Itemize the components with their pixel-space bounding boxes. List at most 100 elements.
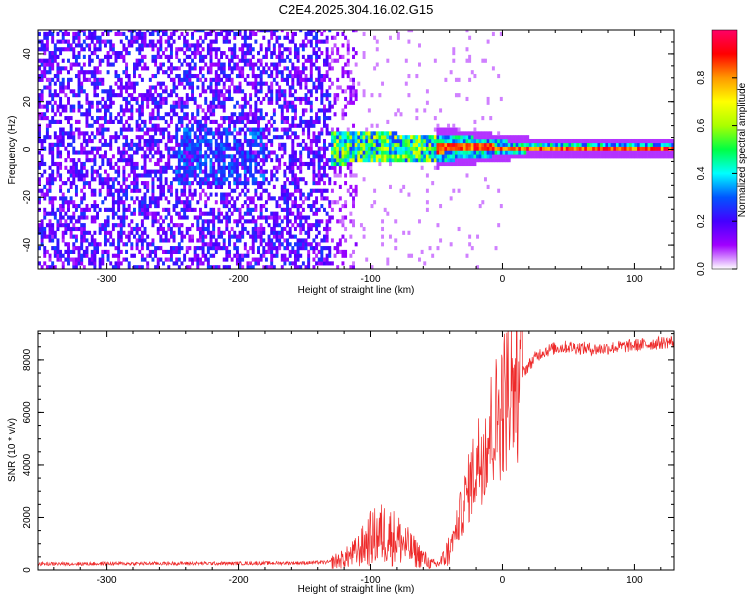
heatmap-cell xyxy=(325,219,329,224)
heatmap-cell xyxy=(154,123,158,128)
heatmap-cell xyxy=(552,142,556,147)
heatmap-cell xyxy=(53,246,57,251)
heatmap-cell xyxy=(117,253,121,258)
heatmap-cell xyxy=(177,73,181,79)
heatmap-cell xyxy=(259,43,263,48)
heatmap-cell xyxy=(191,96,194,102)
heatmap-cell xyxy=(241,89,245,94)
heatmap-cell xyxy=(225,77,229,82)
heatmap-cell xyxy=(196,73,200,79)
heatmap-cell xyxy=(386,257,390,262)
heatmap-cell xyxy=(325,73,329,79)
heatmap-cell xyxy=(217,77,221,82)
heatmap-cell xyxy=(188,173,192,178)
heatmap-cell xyxy=(146,253,150,258)
heatmap-cell xyxy=(45,85,49,90)
heatmap-cell xyxy=(85,119,89,124)
heatmap-cell xyxy=(235,177,239,182)
heatmap-cell xyxy=(220,165,224,170)
heatmap-cell xyxy=(64,226,68,232)
heatmap-cell xyxy=(330,200,334,205)
heatmap-cell xyxy=(336,77,340,82)
heatmap-cell xyxy=(162,184,165,189)
heatmap-cell xyxy=(309,138,313,144)
heatmap-cell xyxy=(154,211,158,216)
heatmap-cell xyxy=(283,261,287,266)
heatmap-cell xyxy=(156,230,160,235)
heatmap-cell xyxy=(267,127,271,132)
heatmap-cell xyxy=(225,265,229,269)
heatmap-cell xyxy=(143,207,147,212)
heatmap-cell xyxy=(133,173,136,178)
heatmap-cell xyxy=(362,51,366,56)
heatmap-cell xyxy=(608,138,611,144)
heatmap-cell xyxy=(278,196,282,201)
heatmap-cell xyxy=(204,77,208,82)
spectrogram-y-tick-label: -40 xyxy=(22,237,33,252)
heatmap-cell xyxy=(323,226,326,232)
heatmap-cell xyxy=(293,215,297,220)
heatmap-cell xyxy=(267,238,271,243)
heatmap-cell xyxy=(325,35,329,40)
heatmap-cell xyxy=(579,146,582,151)
heatmap-cell xyxy=(183,39,187,44)
heatmap-cell xyxy=(600,142,604,147)
heatmap-cell xyxy=(547,154,551,159)
heatmap-cell xyxy=(130,246,134,251)
heatmap-cell xyxy=(217,89,221,94)
heatmap-cell xyxy=(117,165,121,170)
heatmap-cell xyxy=(668,154,672,159)
heatmap-cell xyxy=(249,169,253,174)
heatmap-cell xyxy=(138,104,142,109)
heatmap-cell xyxy=(117,158,121,163)
heatmap-cell xyxy=(88,58,92,63)
heatmap-cell xyxy=(130,196,134,201)
heatmap-cell xyxy=(82,215,86,220)
heatmap-cell xyxy=(162,207,165,212)
heatmap-cell xyxy=(228,242,231,247)
heatmap-cell xyxy=(317,257,321,262)
heatmap-cell xyxy=(133,161,136,167)
heatmap-cell xyxy=(188,43,192,48)
heatmap-cell xyxy=(249,30,253,33)
heatmap-cell xyxy=(431,146,435,151)
heatmap-cell xyxy=(43,226,47,232)
heatmap-cell xyxy=(315,43,319,48)
heatmap-cell xyxy=(180,138,184,144)
heatmap-cell xyxy=(278,165,282,170)
heatmap-cell xyxy=(378,146,382,151)
heatmap-cell xyxy=(201,138,205,144)
heatmap-cell xyxy=(117,135,121,140)
heatmap-cell xyxy=(286,215,290,220)
heatmap-cell xyxy=(491,154,495,159)
heatmap-cell xyxy=(402,158,406,163)
chart-title: C2E4.2025.304.16.02.G15 xyxy=(279,2,434,17)
heatmap-cell xyxy=(72,257,76,262)
heatmap-cell xyxy=(135,119,139,124)
heatmap-cell xyxy=(341,142,345,147)
heatmap-cell xyxy=(325,70,329,75)
heatmap-cell xyxy=(222,93,226,98)
heatmap-cell xyxy=(80,196,84,201)
heatmap-cell xyxy=(201,246,205,251)
heatmap-cell xyxy=(191,43,194,48)
heatmap-cell xyxy=(169,165,173,170)
heatmap-cell xyxy=(491,146,495,151)
heatmap-cell xyxy=(48,119,52,124)
heatmap-cell xyxy=(101,89,105,94)
heatmap-cell xyxy=(272,242,276,247)
heatmap-cell xyxy=(143,196,147,201)
heatmap-cell xyxy=(67,100,70,105)
heatmap-cell xyxy=(272,119,276,124)
heatmap-cell xyxy=(101,123,105,128)
heatmap-cell xyxy=(257,73,260,79)
heatmap-cell xyxy=(90,234,94,239)
heatmap-cell xyxy=(304,85,308,90)
heatmap-cell xyxy=(164,234,168,239)
heatmap-cell xyxy=(452,51,456,56)
heatmap-cell xyxy=(631,138,635,144)
heatmap-cell xyxy=(344,158,348,163)
heatmap-cell xyxy=(341,54,345,59)
heatmap-cell xyxy=(220,177,224,182)
heatmap-cell xyxy=(288,207,292,212)
